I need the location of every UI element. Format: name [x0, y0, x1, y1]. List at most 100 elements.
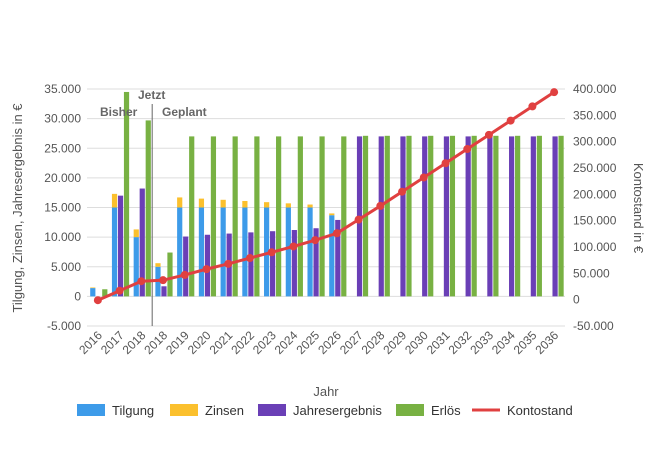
y-left-tick-label: -5.000: [47, 319, 81, 333]
y-left-tick-label: 25.000: [44, 141, 81, 155]
bar-zinsen: [177, 197, 183, 208]
kontostand-point: [224, 259, 233, 268]
bar-tilgung: [177, 207, 183, 297]
bar-jahresergebnis: [552, 136, 558, 297]
bar-zinsen: [155, 263, 161, 267]
legend-label: Jahresergebnis: [293, 403, 382, 418]
bar-jahresergebnis: [183, 236, 189, 297]
y-right-tick-label: -50.000: [573, 319, 614, 333]
y-left-tick-label: 20.000: [44, 171, 81, 185]
bar-zinsen: [90, 287, 96, 289]
x-tick-label: 2026: [315, 328, 344, 357]
bar-erloes: [297, 136, 303, 297]
kontostand-point: [93, 296, 102, 305]
kontostand-line: [97, 90, 555, 302]
bar-erloes: [558, 135, 564, 297]
kontostand-point: [332, 229, 341, 238]
kontostand-point: [180, 270, 189, 279]
bars-layer: [90, 91, 564, 297]
x-axis-ticks: 2016201720182018201920202021202220232024…: [76, 328, 561, 357]
legend-item: Erlös: [396, 403, 461, 418]
kontostand-point: [419, 173, 428, 182]
y-left-tick-label: 10.000: [44, 230, 81, 244]
left-axis-ticks: -5.000 0 5.000 10.000 15.000 20.000 25.000 30.0…: [44, 82, 81, 333]
kontostand-point: [202, 265, 211, 274]
bar-tilgung: [133, 237, 139, 297]
x-tick-label: 2027: [337, 328, 366, 357]
x-tick-label: 2031: [424, 328, 453, 357]
bar-erloes: [189, 136, 195, 297]
bar-erloes: [449, 135, 456, 297]
y-right-tick-label: 300.000: [573, 135, 617, 149]
legend-item: Kontostand: [472, 403, 573, 418]
bar-zinsen: [198, 198, 205, 208]
bar-zinsen: [242, 200, 248, 208]
kontostand-point: [354, 215, 363, 224]
y-left-tick-label: 0: [74, 289, 81, 303]
bar-jahresergebnis: [509, 136, 515, 297]
bar-erloes: [254, 136, 260, 297]
bar-jahresergebnis: [465, 136, 471, 297]
x-tick-label: 2036: [532, 328, 561, 357]
bar-erloes: [145, 120, 151, 297]
legend-swatch: [258, 404, 286, 416]
bar-jahresergebnis: [378, 136, 384, 297]
x-tick-label: 2019: [163, 328, 192, 357]
legend-label: Zinsen: [205, 403, 244, 418]
kontostand-point: [137, 277, 146, 286]
kontostand-point: [550, 88, 559, 97]
y-left-tick-label: 35.000: [44, 82, 81, 96]
bar-tilgung: [111, 207, 118, 297]
y-left-tick-label: 30.000: [44, 112, 81, 126]
kontostand-point: [311, 236, 320, 245]
legend: Tilgung Zinsen Jahresergebnis Erlös Kontosta…: [77, 403, 573, 418]
bar-tilgung: [329, 215, 335, 297]
x-tick-label: 2028: [359, 328, 388, 357]
legend-item: Zinsen: [170, 403, 244, 418]
x-axis-title: Jahr: [313, 384, 339, 399]
y-right-tick-label: 150.000: [573, 214, 617, 228]
x-tick-label: 2035: [511, 328, 540, 357]
annotation-after: Geplant: [162, 105, 207, 119]
legend-swatch: [77, 404, 105, 416]
x-tick-label: 2022: [228, 328, 257, 357]
x-tick-label: 2017: [98, 328, 127, 357]
bar-tilgung: [285, 207, 291, 297]
annotation-now: Jetzt: [138, 88, 165, 102]
x-tick-label: 2032: [446, 328, 475, 357]
bar-jahresergebnis: [161, 286, 167, 297]
kontostand-point: [463, 145, 472, 154]
x-tick-label: 2030: [402, 328, 431, 357]
x-tick-label: 2034: [489, 328, 518, 357]
kontostand-point: [528, 102, 537, 111]
bar-erloes: [167, 252, 173, 297]
bar-jahresergebnis: [487, 136, 493, 297]
kontostand-point: [398, 187, 407, 196]
legend-label: Erlös: [431, 403, 461, 418]
bar-jahresergebnis: [313, 228, 319, 297]
bar-tilgung: [90, 288, 96, 297]
kontostand-point: [115, 286, 124, 295]
legend-swatch: [170, 404, 198, 416]
kontostand-point: [159, 276, 168, 285]
bar-erloes: [319, 136, 325, 297]
bar-erloes: [406, 135, 412, 297]
annotation-before: Bisher: [100, 105, 138, 119]
bar-zinsen: [133, 229, 139, 238]
legend-label: Tilgung: [112, 403, 154, 418]
bar-erloes: [341, 136, 347, 297]
legend-swatch: [396, 404, 424, 416]
x-tick-label: 2020: [185, 328, 214, 357]
x-tick-label: 2018: [141, 328, 170, 357]
y-axis-left-title: Tilgung, Zinsen, Jahresergebnis in €: [10, 103, 25, 313]
bar-erloes: [123, 91, 130, 297]
bar-jahresergebnis: [291, 230, 297, 297]
bar-jahresergebnis: [270, 231, 276, 297]
bar-erloes: [428, 135, 434, 297]
x-tick-label: 2025: [293, 328, 322, 357]
kontostand-point: [506, 116, 515, 125]
legend-item: Jahresergebnis: [258, 403, 382, 418]
y-right-tick-label: 350.000: [573, 108, 617, 122]
bar-jahresergebnis: [117, 195, 124, 297]
bar-tilgung: [242, 207, 248, 297]
